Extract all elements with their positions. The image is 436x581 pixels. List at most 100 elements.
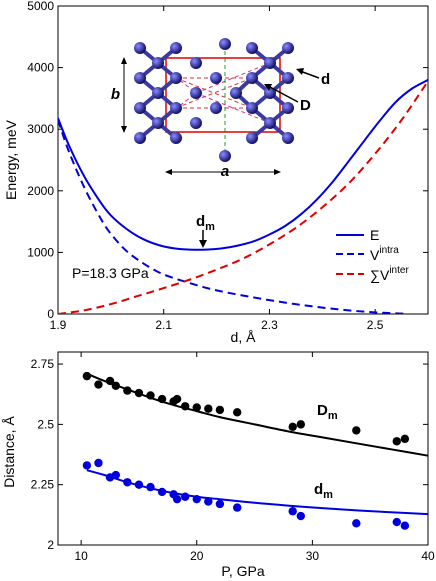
energy-y-tick-label: 4000	[27, 61, 54, 75]
energy-series-line-2	[58, 80, 428, 314]
inset-atoms	[134, 38, 294, 162]
inset-atom	[134, 132, 146, 144]
pressure-label: P=18.3 GPa	[72, 265, 149, 281]
distance-y-axis-label: Distance, Å	[1, 416, 17, 488]
energy-series-line-1	[58, 119, 407, 314]
inset-atom	[246, 42, 258, 54]
distance-data-point-0	[192, 403, 201, 412]
distance-data-point-1	[296, 511, 306, 521]
legend-item-E: E	[336, 227, 379, 243]
distance-data-point-1	[204, 497, 213, 506]
energy-y-tick-label: 2000	[27, 184, 54, 198]
distance-data-point-1	[192, 494, 201, 504]
inset-atom	[210, 72, 222, 84]
distance-data-point-1	[82, 461, 92, 470]
energy-y-tick-label: 1000	[27, 245, 54, 259]
energy-panel: 1.9 2.1 2.3 2.5 0 1000 2000 3000 4000 5000 d, Å E…	[3, 0, 429, 345]
inset-atom	[219, 150, 231, 162]
distance-series	[82, 371, 429, 530]
inset-atom	[282, 102, 294, 114]
distance-x-axis-label: P, GPa	[221, 563, 265, 579]
unit-cell-rectangle	[165, 57, 281, 133]
dm-series-label: dm	[314, 481, 333, 501]
inset-atom	[170, 72, 182, 84]
inset-interaction-line	[195, 62, 271, 94]
inset-atom	[264, 87, 276, 99]
inset-atom	[246, 72, 258, 84]
distance-data-point-0	[352, 426, 361, 435]
distance-data-point-1	[400, 521, 410, 530]
distance-data-point-0	[157, 394, 167, 404]
inset-atom	[230, 87, 242, 99]
distance-y-tick-label: 2.5	[37, 417, 54, 431]
energy-plot-frame	[57, 5, 429, 315]
distance-x-tick-label: 40	[421, 549, 435, 563]
distance-data-point-1	[134, 480, 144, 489]
b-label: b	[111, 86, 120, 103]
inset-atom	[134, 102, 146, 114]
inset-atom	[152, 87, 164, 99]
energy-x-tick-label: 2.1	[155, 318, 172, 332]
distance-plot-frame	[57, 351, 429, 546]
distance-data-point-1	[123, 478, 132, 487]
legend-item-Vinter: ∑Vinter	[336, 265, 409, 283]
legend: E Vintra ∑Vinter	[336, 227, 409, 283]
inset-atom	[152, 57, 164, 69]
energy-y-tick-label: 3000	[27, 122, 54, 136]
inset-atom	[264, 117, 276, 129]
energy-x-tick-label: 2.5	[367, 318, 384, 332]
Dm-series-label: Dm	[317, 402, 338, 422]
minimum-label: dm	[196, 213, 215, 233]
distance-x-tick-label: 30	[306, 549, 320, 563]
inset-atom	[134, 72, 146, 84]
inset-atom	[246, 102, 258, 114]
a-arrow-head-left	[165, 169, 172, 175]
distance-data-point-1	[157, 487, 167, 497]
b-arrow-head-top	[121, 57, 127, 64]
inset-atom	[282, 72, 294, 84]
energy-x-tick-label: 2.3	[261, 318, 278, 332]
minimum-arrow-head	[199, 240, 207, 248]
distance-data-point-0	[296, 420, 306, 429]
distance-data-point-1	[288, 507, 297, 516]
distance-fit-line-0	[86, 372, 429, 457]
inset-atom	[170, 102, 182, 114]
distance-data-point-1	[352, 519, 361, 528]
energy-y-axis-label: Energy, meV	[3, 119, 19, 200]
distance-data-point-0	[82, 371, 92, 381]
distance-data-point-1	[94, 458, 103, 468]
distance-data-point-0	[146, 391, 155, 400]
legend-label-Vinter: ∑Vinter	[370, 265, 409, 283]
distance-data-point-0	[94, 380, 103, 389]
D-inset-label: D	[300, 97, 311, 114]
distance-data-point-0	[111, 381, 121, 390]
inset-atom	[282, 132, 294, 144]
distance-data-point-0	[288, 422, 297, 431]
distance-data-point-1	[392, 517, 401, 527]
inset-atom	[210, 102, 222, 114]
distance-data-point-0	[134, 388, 144, 398]
legend-item-Vintra: Vintra	[336, 245, 399, 263]
d-pointer-arrow	[299, 70, 320, 79]
inset-atom	[190, 117, 202, 129]
distance-data-point-1	[172, 494, 182, 504]
crystal-structure-inset: b a d D	[111, 38, 330, 180]
distance-data-point-0	[105, 376, 115, 386]
energy-y-tick-label: 0	[47, 307, 54, 321]
energy-series-line-0	[58, 79, 428, 251]
distance-data-point-0	[172, 394, 182, 404]
distance-data-point-1	[180, 492, 190, 501]
distance-data-point-1	[111, 470, 121, 480]
distance-data-point-1	[233, 503, 242, 512]
energy-x-axis-label: d, Å	[231, 329, 257, 345]
energy-y-tick-label: 5000	[27, 0, 54, 13]
d-pointer-head	[296, 68, 304, 75]
legend-label-E: E	[370, 227, 379, 243]
minimum-annotation: dm	[196, 213, 215, 248]
distance-x-tick-label: 10	[74, 549, 88, 563]
inset-atom	[219, 38, 231, 50]
distance-data-point-0	[180, 402, 190, 411]
energy-x-tick-label: 1.9	[50, 318, 67, 332]
b-arrow-head-bottom	[121, 126, 127, 133]
